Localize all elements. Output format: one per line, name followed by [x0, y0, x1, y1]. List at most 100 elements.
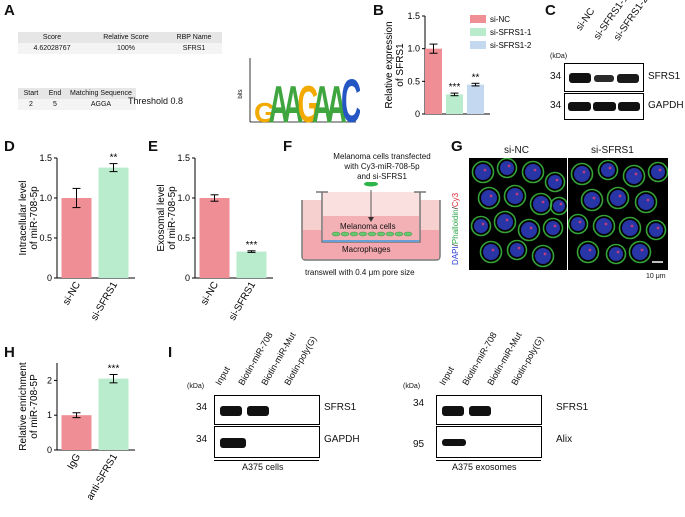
table-header: Relative Score: [86, 32, 166, 43]
stain-phalloidin: Phalloidin: [451, 209, 460, 245]
transwell-diagram: [301, 182, 441, 261]
y-axis-label: of miR-708-5P: [29, 374, 40, 439]
cell-nucleus: [571, 217, 585, 231]
kda-value: 34: [196, 402, 208, 413]
threshold-value: 0.8: [170, 96, 184, 106]
cell-membrane: [477, 186, 501, 210]
cell-membrane: [542, 217, 564, 239]
y-tick-label: 1: [47, 410, 52, 420]
logo-axis-label: bits: [238, 89, 244, 98]
cell-nucleus: [609, 247, 623, 261]
cell-field: [470, 158, 567, 268]
western-band: [594, 75, 614, 82]
table-cell: 4.62028767: [18, 43, 86, 54]
y-axis-label: of miR-708-5p: [167, 186, 178, 250]
table-cell: SFRS1: [166, 43, 222, 54]
cy3-signal: [543, 252, 547, 256]
logo-letter: A: [283, 75, 303, 130]
microscopy-title: si-NC: [504, 145, 529, 156]
cell-membrane: [592, 214, 616, 238]
cell-membrane: [517, 218, 541, 242]
legend-label: si-SFRS1-2: [490, 41, 532, 50]
y-tick-label: 1.5: [177, 153, 190, 163]
bracket-line: [214, 460, 319, 461]
y-tick-label: 0: [415, 109, 420, 119]
cy3-signal: [634, 172, 638, 176]
chart-h: 0 1 2 Relative enrichment of miR-708-5P IgG **…: [18, 362, 135, 503]
cy3-signal: [618, 194, 622, 198]
cell-nucleus: [546, 221, 560, 235]
cell-membrane: [496, 158, 518, 179]
cy3-signal: [608, 166, 612, 170]
stain-legend: DAPI/Phalloidin/Cy3: [451, 193, 460, 265]
table-cell: AGGA: [66, 99, 136, 110]
western-band: [247, 406, 269, 416]
kda-value: 34: [196, 434, 208, 445]
y-tick-label: 0.5: [177, 233, 190, 243]
lower-chamber-label: Macrophages: [342, 245, 391, 254]
bar: [467, 84, 484, 114]
microscopy-image-sinc: [469, 158, 567, 270]
cell-membrane: [521, 160, 545, 184]
y-axis-label: Relative enrichment: [18, 362, 29, 451]
cell-nucleus: [610, 190, 626, 206]
protein-label: SFRS1: [648, 71, 681, 82]
cell-nucleus: [525, 164, 541, 180]
cell-nucleus: [474, 219, 488, 233]
y-tick-label: 1.5: [39, 153, 52, 163]
stain-dapi: DAPI: [451, 246, 460, 265]
cell-membrane: [634, 190, 658, 214]
chart-e-plot: 0 0.5 1.0 1.5 Exosomal level of miR-708-5p si-…: [156, 153, 273, 323]
x-tick-label: si-SFRS1: [89, 280, 120, 323]
cell-nucleus: [632, 244, 648, 260]
blot-i-right-sfrs1: [436, 395, 542, 425]
kda-value: 34: [413, 398, 425, 409]
chart-d: 0 0.5 1.0 1.5 Intracellular level of miR-708-…: [18, 153, 135, 323]
cell-nucleus: [507, 188, 523, 204]
cy3-signal: [507, 164, 511, 168]
bar: [61, 198, 92, 278]
cy3-signal: [658, 168, 662, 172]
legend-swatch: [470, 28, 486, 36]
cy3-signal: [529, 226, 533, 230]
significance-label: **: [110, 153, 118, 164]
cell-membrane: [618, 216, 642, 240]
cell-nucleus: [626, 168, 642, 184]
panel-label-g: G: [451, 138, 463, 155]
western-band: [617, 74, 639, 83]
western-band: [220, 438, 246, 448]
cell-membrane: [503, 184, 527, 208]
logo-letter: A: [327, 75, 347, 130]
cy3-signal: [578, 220, 582, 224]
western-band: [442, 439, 466, 446]
cy3-signal: [481, 222, 485, 226]
x-tick-label: anti-SFRS1: [85, 452, 121, 503]
cell-nucleus: [510, 243, 524, 257]
western-band: [469, 406, 491, 416]
logo-letter: A: [269, 75, 289, 130]
stain-cy3: Cy3: [451, 192, 460, 208]
cell-membrane: [549, 196, 567, 216]
cy3-signal: [505, 218, 509, 222]
panel-label-i: I: [168, 344, 173, 361]
cy3-signal: [592, 196, 596, 200]
cell-membrane: [544, 171, 566, 193]
blot-i-left-gapdh: [214, 426, 320, 458]
blot-i-left-sfrs1: [214, 395, 320, 425]
cy3-signal: [646, 198, 650, 202]
cell-nucleus: [533, 196, 549, 212]
bar: [199, 198, 230, 278]
blot-c-sfrs1: [564, 63, 644, 92]
cy3-signal: [604, 222, 608, 226]
y-axis-label: Exosomal level: [156, 184, 167, 251]
y-tick-label: 0.5: [39, 233, 52, 243]
y-tick-label: 1.0: [407, 44, 420, 54]
table-header: Start: [18, 88, 44, 99]
cell-membrane: [628, 240, 652, 264]
cell-nucleus: [584, 192, 600, 208]
cy3-signal: [656, 226, 660, 230]
cy3-signal: [515, 192, 519, 196]
